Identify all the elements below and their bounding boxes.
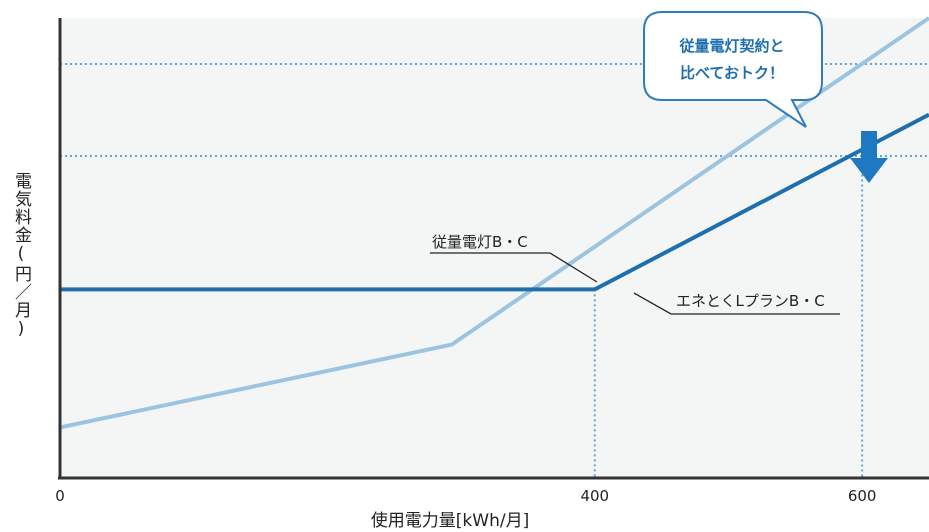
callout-line-1: 従量電灯契約と: [679, 37, 785, 55]
callout-text: 従量電灯契約と 比べておトク！: [644, 33, 820, 87]
callout-bubble: [643, 11, 823, 128]
series-label-group-1: 従量電灯B・C: [430, 233, 598, 283]
x-tick-label-2: 600: [848, 487, 877, 505]
series-label-juryo: 従量電灯B・C: [432, 233, 528, 251]
reference-lines: [60, 63, 929, 478]
leader-line-enetoku: [633, 292, 840, 315]
series-lines: [59, 16, 929, 430]
x-tick-label-1: 400: [580, 487, 609, 505]
x-axis-label: 使用電力量[kWh/月]: [370, 511, 530, 531]
series-line-0: [59, 16, 929, 430]
down-arrow-icon: [850, 131, 888, 183]
callout-line-2: 比べておトク！: [680, 64, 784, 82]
x-tick-label-0: 0: [55, 487, 65, 505]
series-label-group-2: エネとくLプランB・C: [633, 292, 840, 315]
leader-line-juryo: [430, 252, 598, 283]
y-axis-label: 電気料金(円／月): [11, 172, 31, 340]
series-line-1: [60, 112, 929, 292]
series-label-enetoku: エネとくLプランB・C: [676, 292, 825, 310]
x-tick-labels: 0 400 600: [55, 487, 876, 505]
